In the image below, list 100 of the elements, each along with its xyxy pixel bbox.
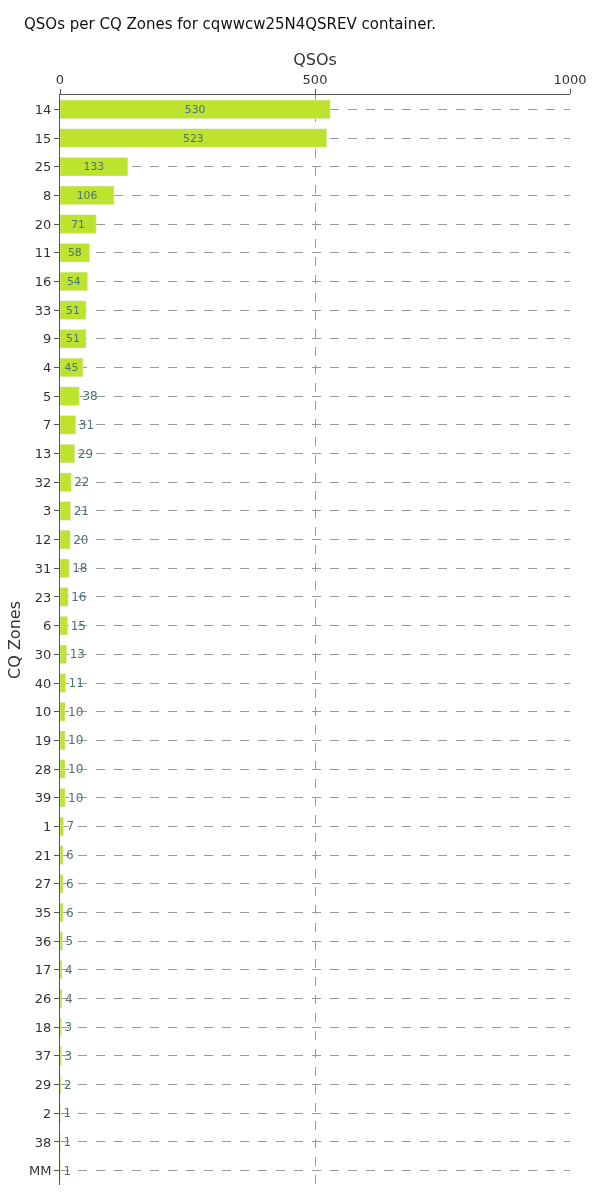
- bar: [60, 558, 70, 578]
- data-label: 133: [83, 160, 105, 174]
- bar: [60, 730, 66, 750]
- bar: [60, 874, 64, 894]
- y-tick-label: 18: [34, 1019, 52, 1035]
- data-label: 21: [73, 503, 89, 518]
- data-label: 38: [82, 389, 98, 404]
- data-label: 10: [68, 790, 84, 805]
- data-label: 13: [69, 647, 85, 662]
- bar: [60, 902, 64, 923]
- data-label: 11: [68, 676, 84, 691]
- bar: [60, 931, 63, 951]
- data-label: 530: [184, 102, 206, 116]
- y-tick-label: 13: [34, 446, 52, 462]
- y-tick-label: 29: [34, 1077, 52, 1093]
- y-tick-label: 36: [34, 933, 52, 949]
- data-label: 4: [65, 991, 73, 1006]
- y-tick-label: 17: [34, 962, 52, 978]
- bar: [60, 816, 64, 837]
- data-label: 29: [77, 446, 94, 461]
- data-label: 10: [68, 704, 84, 719]
- y-tick-label: 16: [34, 274, 52, 289]
- y-tick-label: 23: [34, 589, 52, 605]
- y-tick-label: 39: [34, 790, 52, 806]
- y-tick-label: 27: [34, 876, 52, 892]
- y-tick-label: 21: [34, 847, 52, 863]
- y-tick-label: 12: [34, 532, 52, 548]
- y-tick-label: 5: [43, 388, 52, 404]
- data-label: 10: [68, 733, 84, 748]
- data-label: 16: [71, 589, 87, 604]
- data-label: 6: [66, 876, 74, 891]
- bar: [60, 845, 64, 865]
- y-tick-label: 38: [34, 1134, 52, 1150]
- x-tick-label: 1000: [553, 71, 587, 87]
- data-label: 1: [63, 1106, 72, 1121]
- x-axis-title: QSOs: [293, 49, 337, 69]
- bar: [60, 702, 66, 722]
- data-label: 7: [66, 819, 75, 834]
- y-tick-label: 9: [43, 331, 52, 347]
- data-label: 10: [68, 762, 84, 777]
- y-tick-label: 26: [34, 991, 52, 1007]
- bar: [60, 157, 129, 177]
- data-label: 523: [183, 131, 204, 145]
- data-label: 58: [67, 246, 82, 260]
- bar: [60, 501, 71, 521]
- y-tick-label: 37: [34, 1048, 52, 1064]
- bar: [60, 300, 87, 320]
- y-tick-label: 25: [34, 159, 52, 175]
- bar: [60, 616, 68, 636]
- y-tick-label: 1: [43, 819, 52, 834]
- bar: [60, 185, 115, 205]
- data-label: 5: [65, 934, 74, 949]
- y-tick-label: 3: [43, 503, 52, 519]
- data-label: 51: [66, 332, 80, 346]
- bar: [60, 243, 90, 263]
- bar: [60, 386, 80, 406]
- y-axis-title: CQ Zones: [4, 601, 24, 679]
- bar: [60, 788, 66, 808]
- data-label: 71: [71, 217, 85, 231]
- bar: [60, 644, 67, 664]
- chart-title: QSOs per CQ Zones for cqwwcw25N4QSREV container.: [24, 14, 437, 33]
- data-label: 106: [76, 189, 98, 203]
- y-tick-label: 31: [34, 560, 52, 576]
- y-tick-label: 7: [43, 417, 52, 433]
- y-tick-label: 15: [34, 130, 52, 146]
- data-label: 45: [64, 361, 79, 375]
- bar: [60, 673, 66, 693]
- bar: [60, 128, 327, 148]
- bar: [60, 988, 63, 1009]
- y-tick-label: 4: [43, 360, 52, 376]
- data-label: 3: [64, 1048, 73, 1063]
- data-label: 20: [73, 532, 89, 547]
- y-tick-label: 14: [34, 101, 52, 117]
- data-label: 1: [63, 1163, 72, 1178]
- y-tick-label: 35: [34, 905, 52, 921]
- data-label: 4: [65, 962, 73, 977]
- data-label: 6: [66, 905, 74, 920]
- bar: [60, 960, 63, 980]
- bar: [60, 99, 331, 119]
- bar: [60, 472, 72, 492]
- data-label: 6: [66, 848, 74, 863]
- y-tick-label: 2: [43, 1105, 52, 1121]
- y-tick-label: 20: [34, 216, 52, 232]
- data-label: 3: [64, 1020, 73, 1035]
- bar: [60, 443, 76, 464]
- x-tick-label: 0: [55, 71, 65, 87]
- y-tick-label: 33: [34, 302, 52, 318]
- bar: [60, 329, 87, 349]
- y-tick-label: 6: [43, 618, 52, 634]
- y-tick-label: 11: [34, 245, 52, 261]
- y-tick-label: 10: [34, 704, 52, 720]
- bar: [60, 530, 71, 550]
- y-tick-label: MM: [28, 1163, 52, 1179]
- y-tick-label: 32: [34, 474, 52, 490]
- data-label: 15: [70, 618, 86, 633]
- y-tick-label: 30: [34, 646, 52, 662]
- y-tick-label: 19: [34, 732, 52, 748]
- bar: [60, 415, 77, 435]
- data-label: 51: [66, 303, 80, 317]
- bar: [60, 271, 88, 292]
